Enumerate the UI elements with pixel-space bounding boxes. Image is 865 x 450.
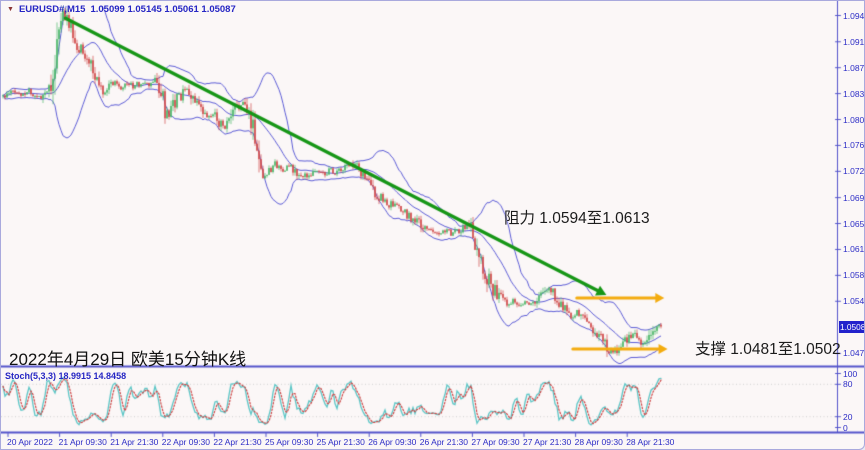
stoch-axis-label: 100 xyxy=(843,368,858,379)
time-axis-label: 26 Apr 09:30 xyxy=(368,437,417,447)
symbol-dropdown-icon[interactable]: ▼ xyxy=(7,6,14,13)
stoch-axis-label: 20 xyxy=(843,411,853,422)
time-axis-label: 27 Apr 21:30 xyxy=(523,437,572,447)
chart-title: ▼ EURUSD#,M15 1.05099 1.05145 1.05061 1.… xyxy=(7,4,236,15)
ohlc-values: 1.05099 1.05145 1.05061 1.05087 xyxy=(90,4,236,15)
time-axis-label: 22 Apr 09:30 xyxy=(161,437,211,447)
time-axis-label: 20 Apr 2022 xyxy=(7,437,53,447)
time-axis-label: 26 Apr 21:30 xyxy=(419,437,469,447)
resistance-label: 阻力 1.0594至1.0613 xyxy=(504,210,650,227)
price-axis-label: 1.08010 xyxy=(843,114,865,125)
time-axis-label: 28 Apr 21:30 xyxy=(626,437,675,447)
current-price-badge: 1.05087 xyxy=(839,320,865,333)
time-axis-label: 25 Apr 09:30 xyxy=(265,437,314,447)
support-label: 支撑 1.0481至1.0502 xyxy=(695,341,841,358)
price-axis-label: 1.09475 xyxy=(843,10,865,21)
price-axis-label: 1.06180 xyxy=(843,244,865,255)
price-axis-label: 1.09105 xyxy=(843,36,865,47)
price-axis-label: 1.06910 xyxy=(843,192,865,203)
time-axis-label: 28 Apr 09:30 xyxy=(574,437,623,447)
price-axis-label: 1.06545 xyxy=(843,218,865,229)
price-axis-label: 1.05815 xyxy=(843,270,865,281)
stoch-axis-label: 80 xyxy=(843,379,853,390)
time-axis-label: 21 Apr 21:30 xyxy=(110,437,159,447)
price-axis-label: 1.07645 xyxy=(843,140,865,151)
time-axis-label: 21 Apr 09:30 xyxy=(58,437,107,447)
price-axis-label: 1.05450 xyxy=(843,296,865,307)
price-axis-label: 1.08375 xyxy=(843,88,865,99)
stoch-axis-label: 0 xyxy=(843,422,848,433)
time-axis-label: 25 Apr 21:30 xyxy=(316,437,365,447)
date-annotation: 2022年4月29日 欧美15分钟K线 xyxy=(9,350,247,369)
symbol-period-label: EURUSD#,M15 xyxy=(18,4,86,15)
time-axis-label: 22 Apr 21:30 xyxy=(213,437,262,447)
time-axis-label: 27 Apr 09:30 xyxy=(471,437,520,447)
price-axis-label: 1.08740 xyxy=(843,62,865,73)
price-axis-label: 1.07280 xyxy=(843,166,865,177)
stoch-indicator-label: Stoch(5,3,3) 18.9915 14.8458 xyxy=(5,371,127,381)
price-axis-label: 1.04715 xyxy=(843,348,865,359)
